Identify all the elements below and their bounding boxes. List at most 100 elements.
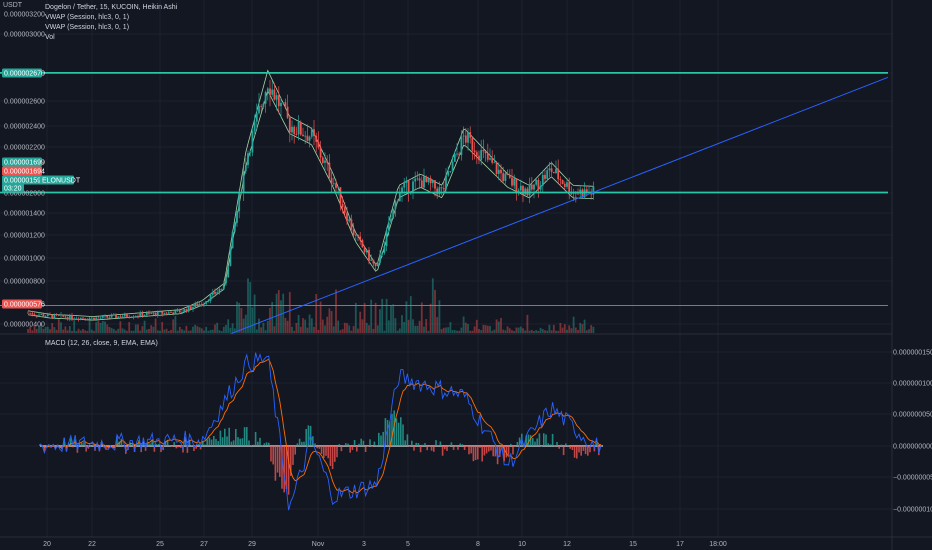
candle-body-60 [159, 311, 161, 313]
candle-body-214 [497, 169, 500, 174]
volume-bar-146 [348, 325, 351, 333]
candle-body-246 [568, 182, 571, 194]
macd-hist-bar-138 [342, 445, 345, 446]
candle-body-47 [130, 317, 133, 318]
macd-hist-bar-186 [448, 446, 450, 447]
candle-body-169 [398, 193, 401, 202]
trend-line [230, 76, 889, 335]
time-axis[interactable]: 20 22 25 27 29 Nov 3 5 8 10 12 15 17 18:00 [43, 541, 727, 548]
candle-body-18 [66, 317, 69, 320]
candle-body-44 [123, 314, 126, 317]
macd-hist-bar-110 [281, 446, 283, 489]
macd-hist-bar-195 [468, 446, 470, 455]
macd-legend: MACD (12, 26, close, 9, EMA, EMA) [45, 340, 158, 347]
volume-bar-97 [240, 308, 243, 333]
price-tick-label-6: 0.000001400 [4, 211, 45, 218]
volume-bar-204 [475, 319, 478, 333]
candle-body-176 [414, 178, 417, 182]
macd-hist-bar-84 [224, 428, 226, 446]
volume-bar-179 [420, 302, 423, 333]
volume-bar-219 [508, 328, 511, 333]
volume-bar-50 [137, 324, 139, 333]
price-tag-bg-1 [2, 157, 42, 167]
volume-bar-253 [583, 319, 586, 333]
volume-bar-198 [462, 316, 465, 333]
macd-hist-bar-58 [166, 440, 169, 446]
volume-bar-132 [317, 329, 320, 333]
candle-body-128 [308, 136, 311, 141]
macd-hist-bar-229 [543, 433, 545, 446]
candle-body-230 [533, 184, 535, 190]
price-tick-label-9: 0.000000800 [4, 279, 45, 286]
candle-body-28 [88, 318, 91, 320]
candle-body-35 [104, 315, 106, 317]
macd-hist-bar-109 [279, 446, 281, 477]
candle-body-141 [337, 187, 340, 189]
candle-body-10 [49, 314, 51, 316]
volume-bar-16 [62, 329, 65, 333]
candle-body-23 [77, 318, 80, 320]
candle-body-12 [53, 314, 56, 318]
volume-bar-44 [123, 329, 126, 333]
macd-hist-bar-170 [413, 446, 415, 451]
volume-bar-254 [585, 330, 588, 333]
candle-body-216 [502, 173, 505, 181]
candle-body-159 [376, 262, 379, 267]
macd-hist-bar-208 [496, 446, 499, 465]
candle-body-167 [394, 201, 397, 209]
candle-body-102 [251, 130, 254, 153]
volume-bar-252 [581, 324, 584, 333]
macd-hist-bar-38 [122, 446, 125, 447]
candle-body-69 [178, 310, 181, 313]
macd-hist-bar-149 [367, 446, 369, 447]
price-axis[interactable]: 0.000003200 0.000003000 0.000002600 0.00000… [2, 12, 81, 329]
volume-bar-175 [412, 319, 414, 333]
price-tag-0: 0.000002670 [4, 71, 45, 78]
candle-body-105 [258, 106, 260, 114]
macd-hist-bar-105 [270, 446, 272, 462]
macd-hist-bar-240 [567, 445, 569, 446]
candle-body-42 [119, 316, 122, 318]
volume-bar-228 [528, 330, 531, 333]
volume-bar-215 [500, 318, 502, 333]
volume-bar-22 [75, 330, 78, 333]
candle-body-34 [101, 316, 104, 318]
volume-bar-209 [486, 325, 489, 333]
candle-body-168 [396, 201, 399, 203]
macd-hist-bar-206 [492, 446, 494, 457]
volume-bar-174 [409, 296, 412, 333]
candle-body-110 [269, 88, 271, 95]
macd-hist-bar-98 [254, 431, 257, 446]
candle-body-142 [339, 187, 342, 205]
candle-body-144 [343, 207, 346, 213]
price-tag-bg-3 [2, 175, 42, 185]
macd-hist-bar-71 [195, 446, 197, 449]
candle-body-113 [275, 95, 278, 100]
macd-hist-bar-185 [446, 446, 448, 451]
candle-body-194 [453, 153, 456, 162]
volume-bar-105 [258, 318, 260, 333]
volume-bar-217 [504, 330, 507, 333]
candle-body-195 [456, 153, 458, 155]
candle-body-240 [555, 168, 557, 174]
candle-body-173 [407, 180, 410, 194]
volume-bar-226 [524, 330, 527, 333]
macd-hist-bar-146 [360, 438, 362, 446]
macd-hist-bar-244 [576, 446, 578, 459]
macd-hist-bar-164 [400, 417, 402, 446]
volume-bar-166 [392, 304, 395, 333]
time-tick-label-1: 22 [88, 541, 96, 548]
volume-bar-128 [308, 314, 311, 333]
volume-bar-186 [436, 317, 439, 333]
candle-body-158 [374, 263, 377, 267]
volume-bar-251 [579, 322, 582, 333]
macd-hist-bar-168 [408, 446, 411, 447]
candle-body-33 [99, 317, 102, 319]
candle-body-148 [352, 229, 355, 236]
candle-body-7 [42, 314, 45, 317]
macd-hist-bar-96 [250, 445, 252, 446]
price-tag-5: 0.000000576 [4, 302, 45, 309]
macd-hist-bar-140 [347, 443, 349, 446]
macd-axis[interactable]: 0.000000150 0.000000100 0.000000050 0.00000… [893, 350, 932, 514]
